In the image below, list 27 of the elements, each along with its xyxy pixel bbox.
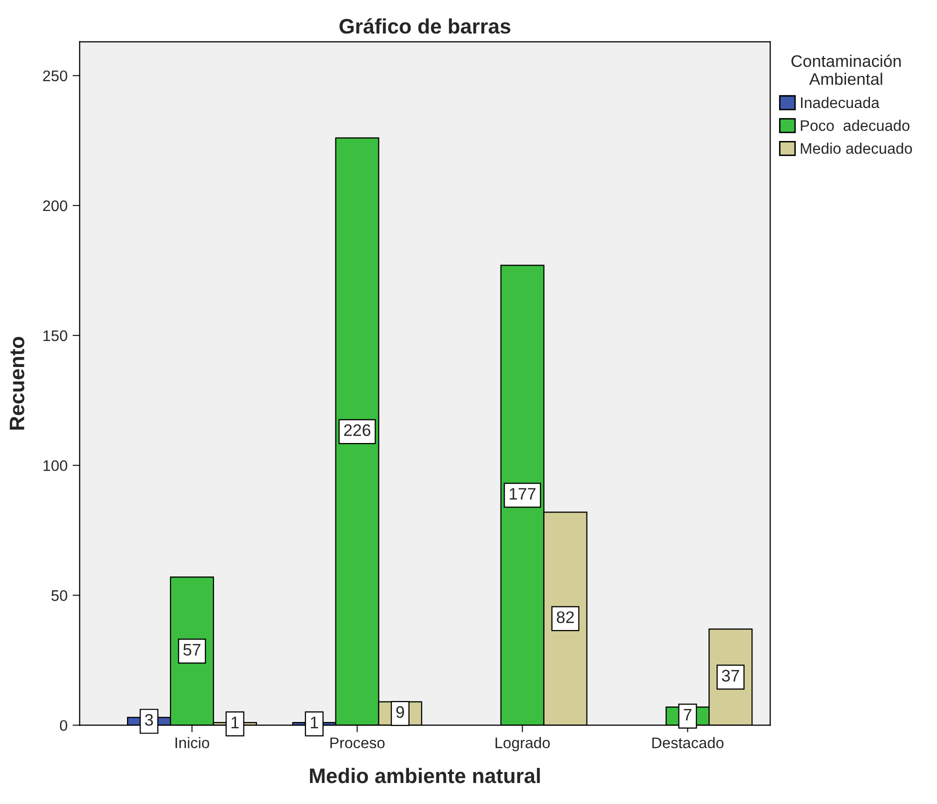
data-label: 9 [396,706,404,718]
y-tick-label: 200 [43,200,68,212]
data-label: 37 [722,670,739,682]
legend-label: Poco adecuado [800,120,910,131]
data-label: 226 [344,424,370,436]
legend-label: Inadecuada [801,96,880,108]
data-label: 82 [556,611,574,624]
x-tick-label: Proceso [330,738,385,748]
x-tick-label: Destacado [652,737,724,748]
y-axis-title: Recuento [10,336,24,430]
legend-label: Medio adecuado [800,142,912,154]
y-tick-label: 50 [51,590,68,601]
chart-title: Gráfico de barras [340,18,510,34]
data-label: 3 [145,714,153,726]
y-tick-label: 0 [60,720,68,731]
y-tick-label: 150 [44,330,68,342]
data-label: 7 [684,708,692,720]
data-label: 1 [310,716,318,728]
y-tick-label: 100 [44,460,68,472]
data-label: 177 [510,488,536,500]
x-axis-title: Medio ambiente natural [310,768,540,784]
x-tick-label: Inicio [176,737,210,748]
y-tick-label: 250 [43,70,68,82]
x-tick-label: Logrado [496,737,550,752]
data-label: 57 [183,644,200,656]
data-label: 1 [232,716,239,728]
legend-title: Contaminación Ambiental [791,54,901,85]
